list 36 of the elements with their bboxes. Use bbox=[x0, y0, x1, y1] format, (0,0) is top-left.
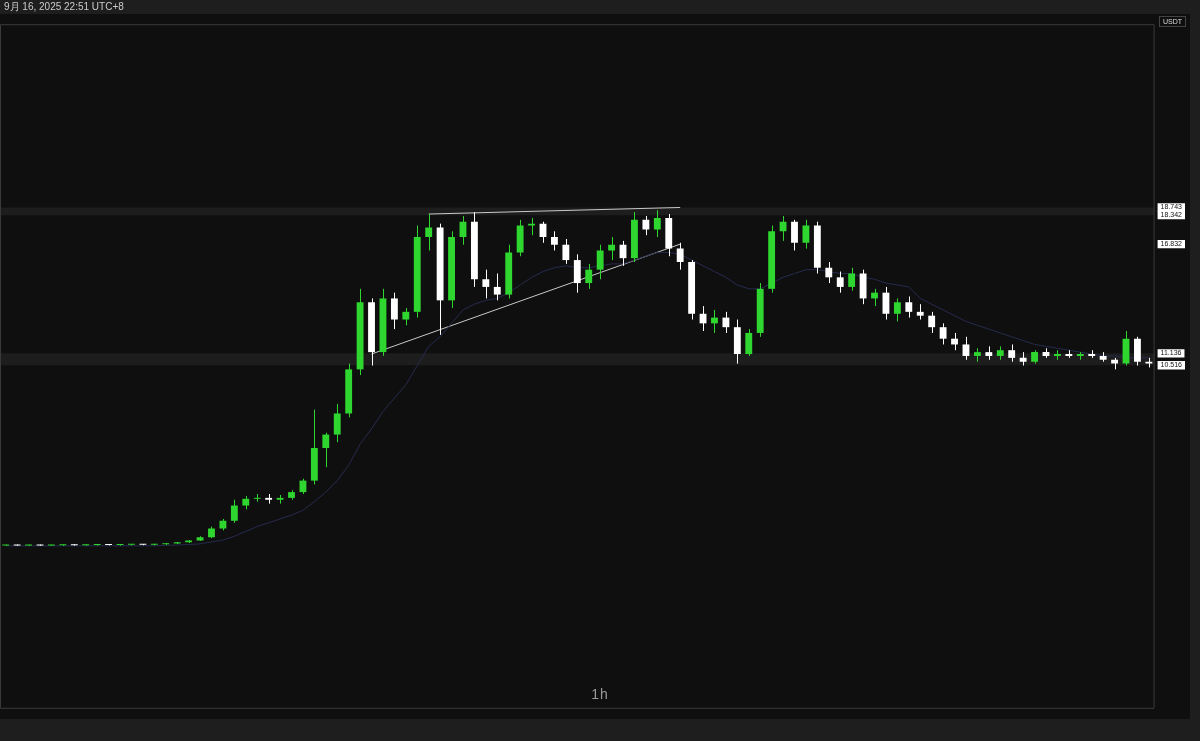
candlestick bbox=[185, 539, 193, 544]
candlestick bbox=[939, 322, 947, 345]
candlestick bbox=[893, 297, 901, 322]
candlestick bbox=[528, 217, 535, 236]
candlestick bbox=[1099, 351, 1107, 363]
candlestick bbox=[276, 494, 284, 505]
candlestick bbox=[425, 213, 433, 251]
candlestick bbox=[596, 244, 604, 280]
candlestick bbox=[551, 230, 558, 251]
candlestick bbox=[1008, 343, 1016, 363]
candlestick bbox=[973, 347, 981, 363]
candlestick bbox=[1019, 351, 1027, 367]
text: 1h bbox=[590, 686, 610, 702]
candlestick bbox=[333, 403, 341, 443]
candlestick bbox=[1111, 357, 1119, 370]
candlestick bbox=[265, 493, 273, 505]
candlestick bbox=[905, 296, 913, 319]
candlestick bbox=[836, 271, 844, 294]
candlestick bbox=[916, 303, 924, 321]
candlestick bbox=[985, 345, 993, 361]
candlestick bbox=[219, 518, 227, 531]
candlestick bbox=[493, 272, 501, 301]
candlestick bbox=[1053, 349, 1061, 361]
candlestick bbox=[1076, 351, 1084, 361]
candlestick bbox=[996, 345, 1004, 361]
candlestick bbox=[848, 267, 856, 292]
candlestick bbox=[402, 307, 410, 326]
text: 9月 16, 2025 22:51 UTC+8 bbox=[4, 0, 124, 13]
candlestick bbox=[288, 489, 295, 501]
candlestick bbox=[1031, 349, 1038, 365]
candlestick bbox=[242, 495, 250, 510]
candlestick bbox=[1145, 357, 1153, 368]
candlestick bbox=[390, 292, 398, 330]
candlestick bbox=[482, 269, 490, 299]
candlestick bbox=[1088, 349, 1096, 359]
candlestick bbox=[1065, 349, 1073, 359]
